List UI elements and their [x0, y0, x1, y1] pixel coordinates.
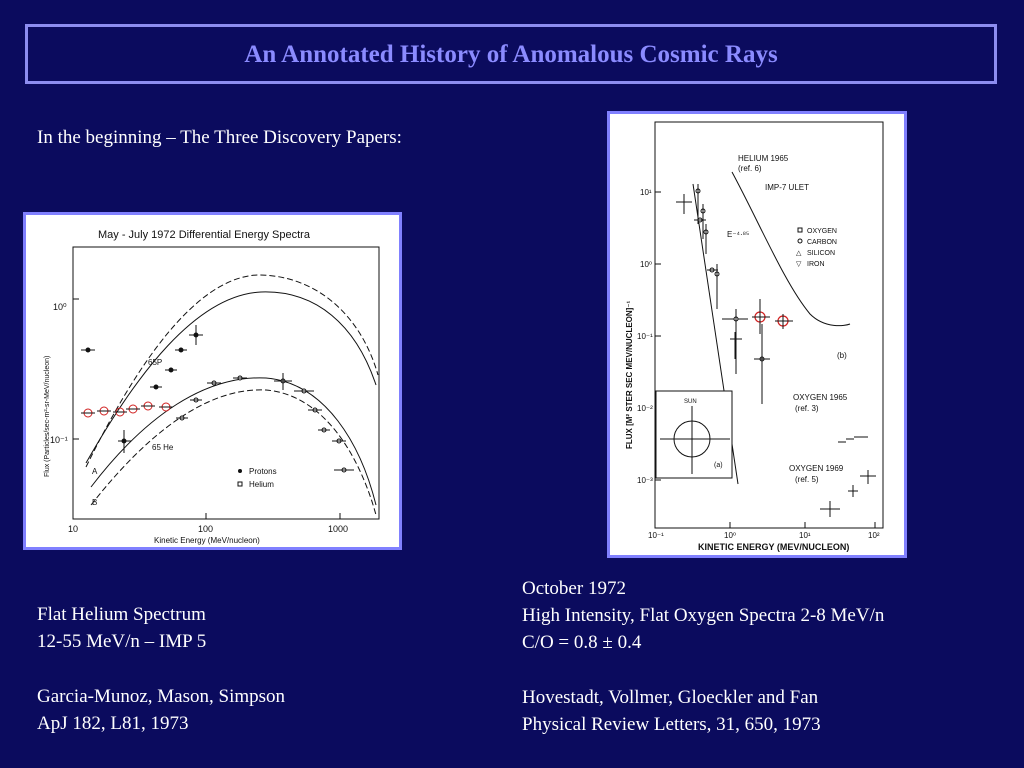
fig2-xlabel: KINETIC ENERGY (MEV/NUCLEON): [698, 542, 849, 552]
legend-protons: Protons: [249, 467, 277, 476]
highlighted-oxygen-errorbars: [752, 299, 793, 334]
fig2-ytick-2: 10⁻¹: [637, 332, 653, 341]
ox1969-label: OXYGEN 1969: [789, 464, 844, 473]
fig1-ylabel: Flux (Particles/sec-m²-sr-MeV/nucleon): [44, 356, 51, 477]
eslope-label: E⁻⁴·⁸⁵: [727, 230, 749, 239]
fig2-xtick-3: 10²: [868, 531, 880, 540]
ox1969-ref: (ref. 5): [795, 475, 819, 484]
fig2-ytick-0: 10¹: [640, 188, 652, 197]
helium-curve-b: [90, 389, 377, 516]
inset-sun-diagram: [660, 406, 730, 474]
proton-curve-dashed: [85, 274, 379, 468]
ox1969-points: [820, 470, 876, 517]
right-caption-line-5: Hovestadt, Vollmer, Gloeckler and Fan: [522, 687, 819, 708]
fig2-legend: OXYGEN CARBON △ SILICON ▽ IRON: [796, 227, 837, 268]
helium1965-curve: [731, 171, 851, 327]
ox1965-label: OXYGEN 1965: [793, 393, 848, 402]
legend-silicon-marker: △: [796, 250, 802, 257]
legend-helium-marker: [237, 481, 243, 487]
right-caption-line-6: Physical Review Letters, 31, 650, 1973: [522, 714, 821, 735]
legend-proton-marker: [238, 469, 242, 473]
label-a: A: [92, 467, 98, 476]
slide-title: An Annotated History of Anomalous Cosmic…: [244, 41, 778, 68]
fig1-xtick-10: 10: [68, 524, 78, 534]
ox1965-points: [838, 436, 868, 443]
left-caption-line-5: ApJ 182, L81, 1973: [37, 713, 189, 734]
left-caption-line-4: Garcia-Munoz, Mason, Simpson: [37, 686, 286, 707]
fig1-ticks: [73, 298, 341, 519]
legend-silicon: SILICON: [807, 250, 835, 257]
fig2-xtick-0: 10⁻¹: [648, 531, 664, 540]
fig1-xlabel: Kinetic Energy (MeV/nucleon): [154, 536, 260, 545]
right-caption-line-2: High Intensity, Flat Oxygen Spectra 2-8 …: [522, 605, 885, 626]
intro-text: In the beginning – The Three Discovery P…: [37, 127, 402, 148]
fig1-axes: [72, 246, 380, 520]
fig2-ytick-3: 10⁻²: [637, 404, 653, 413]
figure-oxygen-spectrum: 10⁻¹ 10⁰ 10¹ 10² 10¹ 10⁰ 10⁻¹ 10⁻² 10⁻³ …: [607, 111, 907, 558]
fig2-axes: [654, 121, 884, 529]
fig1-ytick-1: 10⁻¹: [50, 435, 68, 445]
title-frame: An Annotated History of Anomalous Cosmic…: [25, 24, 997, 84]
fig2-xtick-2: 10¹: [799, 531, 811, 540]
proton-curve-solid: [85, 291, 377, 464]
helium-spectrum-plot: May - July 1972 Differential Energy Spec…: [44, 229, 380, 545]
fig2-ytick-1: 10⁰: [640, 260, 652, 269]
proton-points: [81, 325, 203, 453]
inset-sun-label: SUN: [684, 399, 697, 405]
panel-a-label: (a): [714, 462, 723, 469]
label-b: B: [92, 498, 97, 507]
fig1-xtick-100: 100: [198, 524, 213, 534]
legend-iron-marker: ▽: [796, 261, 802, 268]
ox1965-ref: (ref. 3): [795, 404, 819, 413]
inset-sun-box: [655, 390, 733, 479]
left-caption-line-1: Flat Helium Spectrum: [37, 604, 206, 625]
fig1-ytick-0: 10⁰: [53, 302, 67, 312]
fig2-ytick-4: 10⁻³: [637, 476, 653, 485]
right-caption-line-1: October 1972: [522, 578, 626, 599]
legend-oxygen: OXYGEN: [807, 228, 837, 235]
he1965-ref: (ref. 6): [738, 164, 762, 173]
figure-helium-spectrum: May - July 1972 Differential Energy Spec…: [23, 212, 402, 550]
panel-b-label: (b): [837, 351, 847, 360]
label-65p: 65P: [148, 358, 162, 367]
fig1-title: May - July 1972 Differential Energy Spec…: [98, 229, 311, 241]
label-65he: 65 He: [152, 443, 174, 452]
oxygen-spectrum-plot: 10⁻¹ 10⁰ 10¹ 10² 10¹ 10⁰ 10⁻¹ 10⁻² 10⁻³ …: [625, 121, 884, 552]
fig2-xtick-1: 10⁰: [724, 531, 736, 540]
left-caption-line-2: 12-55 MeV/n – IMP 5: [37, 631, 207, 652]
highlighted-helium-errorbars: [81, 405, 173, 414]
imp7-label: IMP-7 ULET: [765, 183, 809, 192]
legend-carbon: CARBON: [807, 239, 837, 246]
legend-helium: Helium: [249, 480, 274, 489]
legend-iron: IRON: [807, 261, 825, 268]
oxygen-1972-points: [676, 184, 770, 404]
helium-curve-a: [90, 377, 377, 506]
he1965-label: HELIUM 1965: [738, 154, 789, 163]
fig2-ylabel: FLUX [M² STER SEC MEV/NUCLEON]⁻¹: [625, 300, 634, 449]
right-caption-line-3: C/O = 0.8 ± 0.4: [522, 632, 642, 653]
helium-points: [176, 373, 354, 473]
fig1-xtick-1000: 1000: [328, 524, 348, 534]
